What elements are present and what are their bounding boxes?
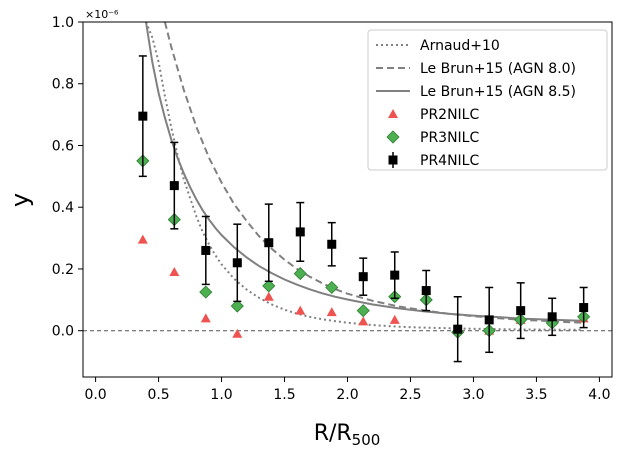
pr4nilc-point [327, 239, 337, 249]
pr3nilc-point [356, 304, 370, 318]
pr3nilc-point [262, 279, 276, 293]
legend-box [367, 29, 608, 171]
legend-marker-pr3nilc [386, 130, 400, 144]
y-tick-label: 1.0 [52, 15, 74, 31]
legend: Arnaud+10 Le Brun+15 (AGN 8.0) Le Brun+15 … [367, 29, 608, 171]
pr2nilc-point [232, 328, 243, 338]
pr2nilc-point [326, 307, 337, 317]
y-tick-label: 0.0 [52, 324, 74, 340]
x-tick-label: 3.0 [462, 387, 484, 403]
legend-label: Le Brun+15 (AGN 8.0) [420, 61, 576, 77]
x-tick-label: 2.0 [336, 387, 358, 403]
pr4nilc-point [516, 306, 526, 316]
pr2nilc-point [358, 316, 369, 326]
y-tick-label: 0.2 [52, 262, 74, 278]
x-axis-label: R/R500 [314, 421, 381, 449]
pr2nilc-point [200, 313, 211, 323]
pr3nilc-point [230, 299, 244, 313]
pr4nilc-point [421, 286, 431, 296]
x-tick-label: 4.0 [588, 387, 610, 403]
pr4nilc-point [295, 227, 305, 237]
x-tick-label: 0.5 [147, 387, 169, 403]
x-tick-label: 1.0 [210, 387, 232, 403]
y-offset-label: ×10⁻⁶ [85, 8, 119, 21]
pr4nilc-point [264, 238, 274, 248]
pr3nilc-point [199, 285, 213, 299]
pr3nilc-point [325, 280, 339, 295]
legend-marker-pr4nilc [388, 155, 398, 165]
legend-label: Arnaud+10 [420, 38, 500, 54]
pr2nilc-point [389, 314, 400, 324]
model-line-lebrun15-agn85 [145, 22, 584, 322]
pr2nilc-point [169, 267, 180, 277]
pr4nilc-point [138, 111, 148, 121]
pr2nilc-point [295, 305, 306, 315]
legend-label: PR3NILC [420, 130, 479, 146]
x-tick-label: 2.5 [399, 387, 421, 403]
pr4nilc-point [453, 324, 463, 334]
legend-label: Le Brun+15 (AGN 8.5) [420, 84, 576, 100]
pr4nilc-point [358, 272, 368, 282]
pr4nilc-point [201, 245, 211, 255]
pr4nilc-point [547, 312, 557, 322]
legend-label: PR4NILC [420, 153, 479, 169]
pr3nilc-point [293, 267, 307, 281]
y-tick-label: 0.8 [52, 77, 74, 93]
pr4nilc-point [579, 303, 589, 313]
y-axis-label: y [6, 193, 34, 207]
x-tick-label: 3.5 [525, 387, 547, 403]
pr2nilc-point [137, 234, 148, 244]
pr4nilc-point [232, 258, 242, 268]
x-tick-label: 0.0 [84, 387, 106, 403]
pr4nilc-point [484, 315, 494, 325]
pr2nilc-point [263, 291, 274, 301]
x-tick-label: 1.5 [273, 387, 295, 403]
legend-label: PR2NILC [420, 107, 479, 123]
y-tick-label: 0.4 [52, 200, 74, 216]
legend-marker-pr2nilc [388, 109, 398, 118]
pr4nilc-point [390, 270, 400, 280]
pr4nilc-point [169, 181, 179, 191]
y-tick-label: 0.6 [52, 138, 74, 154]
